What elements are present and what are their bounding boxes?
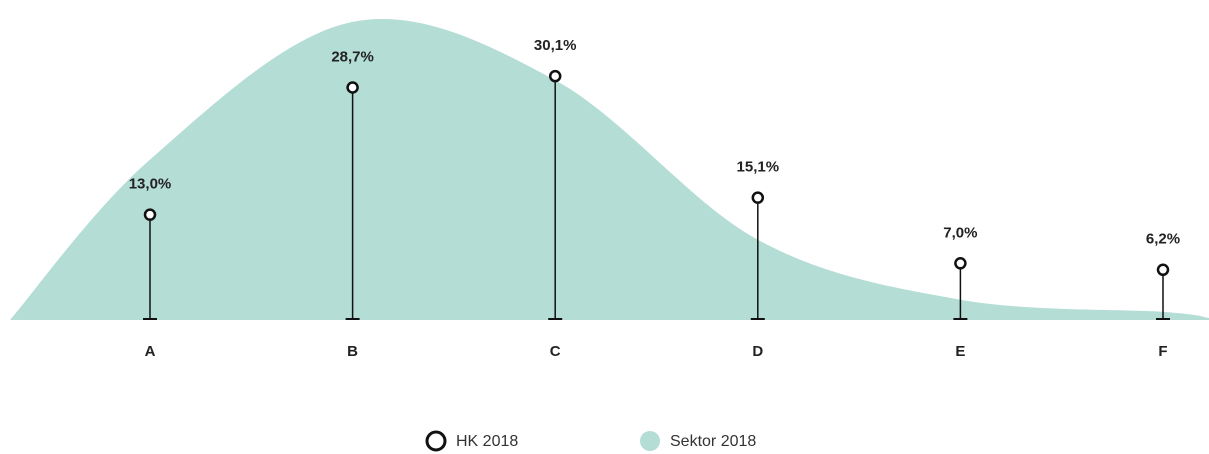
data-label: 13,0%: [129, 176, 172, 193]
x-tick-label: A: [145, 343, 156, 360]
marker: [751, 191, 765, 204]
marker: [1156, 263, 1170, 277]
legend-label: HK 2018: [456, 433, 518, 450]
x-tick-label: F: [1158, 343, 1167, 360]
marker: [954, 257, 967, 270]
x-tick-label: B: [347, 343, 358, 360]
area: [10, 19, 1209, 320]
x-tick-label: C: [550, 343, 561, 360]
marker: [143, 208, 157, 221]
data-label: 30,1%: [534, 37, 577, 54]
x-tick-label: D: [752, 343, 763, 360]
x-tick-label: E: [955, 343, 965, 360]
data-label: 15,1%: [737, 159, 780, 176]
marker: [346, 81, 359, 94]
data-label: 7,0%: [943, 224, 977, 241]
data-label: 6,2%: [1146, 231, 1180, 248]
data-label: 28,7%: [331, 48, 374, 65]
legend-marker: [640, 431, 660, 451]
marker: [548, 69, 562, 83]
legend-label: Sektor 2018: [670, 433, 756, 450]
legend-marker: [425, 430, 447, 452]
